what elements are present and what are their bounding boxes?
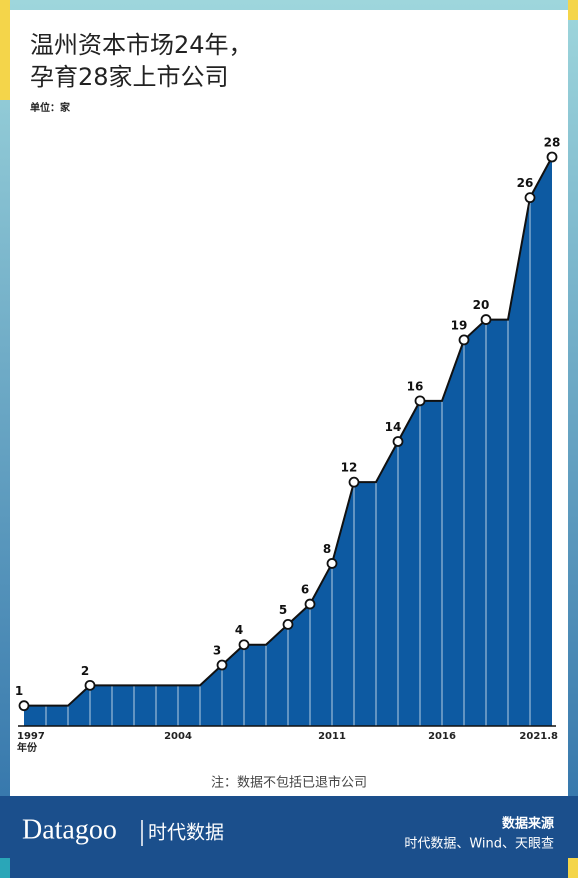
title-line: 孕育28家上市公司 — [30, 63, 229, 91]
point — [304, 598, 316, 610]
x-tick-label: 2021.8 — [519, 731, 558, 742]
point — [546, 151, 558, 163]
brand-cn: 时代数据 — [148, 822, 224, 844]
data-label: 26 — [517, 176, 534, 190]
data-label: 3 — [213, 644, 221, 658]
accent — [568, 0, 578, 20]
data-label: 19 — [451, 318, 468, 332]
accent — [0, 0, 10, 100]
point — [348, 476, 360, 488]
source-title: 数据来源 — [502, 816, 554, 832]
x-tick-label: 2004 — [164, 731, 192, 742]
title-line: 温州资本市场24年， — [30, 31, 253, 59]
data-label: 6 — [301, 583, 309, 597]
point — [216, 659, 228, 671]
x-tick-label: 2016 — [428, 731, 456, 742]
point — [326, 558, 338, 569]
point — [414, 395, 426, 407]
point — [392, 436, 404, 447]
data-label: 20 — [473, 298, 490, 312]
data-label: 16 — [407, 379, 424, 393]
data-label: 5 — [279, 603, 287, 617]
x-tick-label: 2011 — [318, 731, 346, 742]
data-label: 14 — [385, 420, 402, 434]
data-label: 4 — [235, 623, 243, 637]
point — [480, 314, 492, 325]
point — [458, 334, 470, 346]
x-tick-label: 1997 — [17, 731, 45, 742]
point — [18, 700, 30, 712]
data-label: 12 — [341, 461, 358, 475]
x-axis-label: 年份 — [17, 741, 38, 754]
accent — [0, 858, 10, 878]
point — [238, 639, 250, 651]
data-label: 8 — [323, 542, 331, 556]
point — [282, 618, 294, 630]
source: 时代数据、Wind、天眼查 — [404, 837, 554, 852]
data-label: 2 — [81, 664, 89, 678]
point — [524, 192, 536, 204]
point — [84, 679, 96, 691]
data-label: 28 — [544, 136, 561, 150]
footer-band — [0, 796, 578, 878]
accent — [568, 858, 578, 878]
unit: 单位：家 — [30, 101, 71, 114]
note: 注：数据不包括已退市公司 — [211, 775, 367, 791]
brand: Datagoo — [22, 814, 117, 845]
data-label: 1 — [15, 684, 23, 698]
